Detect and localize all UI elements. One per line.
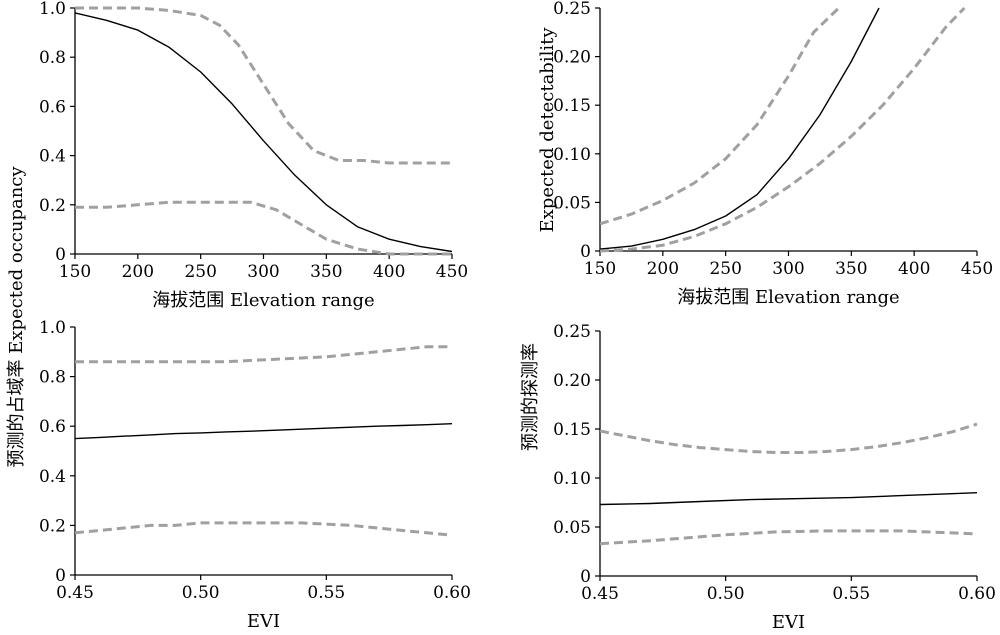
y-tick-label: 0 [580,567,591,587]
y-tick-label: 0 [55,566,66,586]
y-tick-label: 0.2 [39,196,66,216]
y-axis-label: Expected detectability [537,27,558,233]
y-tick-label: 0 [55,245,66,265]
y-tick-label: 0.15 [553,96,591,116]
y-tick-label: 0.6 [39,417,66,437]
y-tick-label: 0.4 [39,147,66,167]
x-tick-label: 450 [961,259,993,279]
panel-occupancy-elevation: 0 0.2 0.4 0.6 0.8 1.0 150 200 250 300 350 400 450 海拔范… [39,0,468,311]
x-tick-label: 250 [184,262,216,282]
prediction-line [600,492,978,506]
x-tick-label: 200 [122,262,154,282]
prediction-line [600,7,880,250]
confidence-bound-line [600,6,966,253]
y-tick-label: 0.10 [553,469,591,489]
y-tick-label: 0.20 [553,48,591,68]
y-tick-label: 1.0 [39,0,66,19]
confidence-bound-line [75,6,452,165]
y-axis-label: 预测的探测率 [520,343,541,451]
x-tick-label: 400 [373,262,405,282]
x-tick-label: 0.45 [581,584,619,604]
y-tick-label: 0.10 [553,145,591,165]
x-tick-label: 0.50 [707,584,745,604]
x-axis-label: EVI [772,612,805,633]
y-tick-label: 0.20 [553,371,591,391]
x-tick-label: 250 [709,259,741,279]
y-tick-label: 0.15 [553,420,591,440]
y-tick-label: 0.4 [39,467,66,487]
y-tick-label: 0.25 [553,0,591,19]
x-tick-label: 150 [584,259,616,279]
y-tick-label: 0.2 [39,516,66,536]
confidence-bound-line [75,521,453,537]
y-tick-label: 0.05 [553,518,591,538]
x-tick-label: 0.45 [56,583,94,603]
x-axis-label: EVI [247,611,280,632]
confidence-bound-line [600,6,840,226]
panel-detectability-elevation: 0 0.05 0.10 0.15 0.20 0.25 150 200 250 300 350 400 4… [537,0,993,308]
panel-detectability-evi: 0 0.05 0.10 0.15 0.20 0.25 0.45 0.50 0.55 0.60 EVI… [520,322,996,633]
x-axis-label: 海拔范围 Elevation range [677,287,899,308]
x-tick-label: 0.55 [307,583,345,603]
x-tick-label: 200 [647,259,679,279]
x-tick-label: 150 [59,262,91,282]
x-tick-label: 0.50 [182,583,220,603]
x-tick-label: 350 [310,262,342,282]
y-tick-label: 0.6 [39,97,66,117]
x-tick-label: 300 [247,262,279,282]
x-tick-label: 400 [898,259,930,279]
y-tick-label: 0.05 [553,193,591,213]
x-tick-label: 0.60 [433,583,471,603]
x-tick-label: 300 [772,259,804,279]
confidence-bound-line [75,200,452,256]
prediction-line [75,12,453,253]
x-axis-label: 海拔范围 Elevation range [152,290,374,311]
x-tick-label: 0.55 [832,584,870,604]
x-tick-label: 450 [436,262,468,282]
y-tick-label: 0 [580,242,591,262]
confidence-bound-line [600,529,978,546]
y-tick-label: 0.8 [39,48,66,68]
panel-occupancy-evi: 0 0.2 0.4 0.6 0.8 1.0 0.45 0.50 0.55 0.60 EVI [39,318,471,632]
y-tick-label: 1.0 [39,318,66,338]
y-tick-label: 0.25 [553,322,591,342]
confidence-bound-line [600,422,978,454]
confidence-bound-line [75,345,452,364]
x-tick-label: 0.60 [958,584,996,604]
x-tick-label: 350 [835,259,867,279]
y-tick-label: 0.8 [39,368,66,388]
left-y-axis-label: 预测的占域率 Expected occupancy [6,166,27,468]
prediction-line [75,423,453,440]
